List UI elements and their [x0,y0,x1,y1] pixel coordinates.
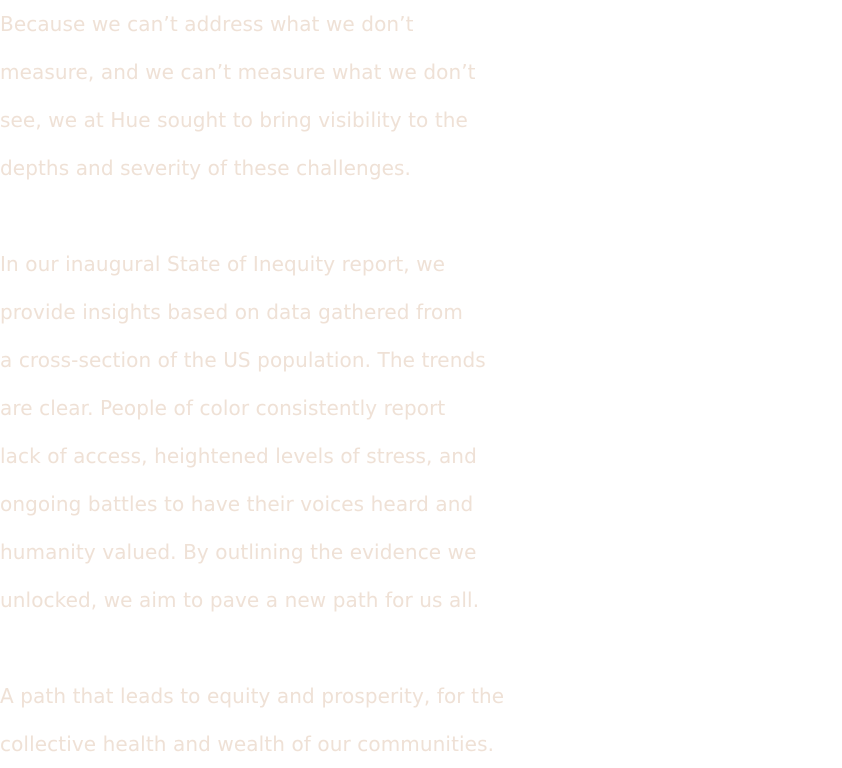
text-line: a cross-section of the US population. Th… [0,348,486,372]
text-line: are clear. People of color consistently … [0,396,446,420]
text-line: Because we can’t address what we don’t [0,12,414,36]
paragraph-closing: A path that leads to equity and prosperi… [0,672,842,768]
text-line: humanity valued. By outlining the eviden… [0,540,477,564]
paragraph-report: In our inaugural State of Inequity repor… [0,240,842,624]
paragraph-spacer [0,192,842,240]
text-line: lack of access, heightened levels of str… [0,444,477,468]
paragraph-intro: Because we can’t address what we don’t m… [0,0,842,192]
text-line: unlocked, we aim to pave a new path for … [0,588,480,612]
text-line: A path that leads to equity and prosperi… [0,684,505,708]
text-line: collective health and wealth of our comm… [0,732,495,756]
paragraph-spacer [0,624,842,672]
text-line: measure, and we can’t measure what we do… [0,60,476,84]
text-line: provide insights based on data gathered … [0,300,463,324]
text-line: see, we at Hue sought to bring visibilit… [0,108,468,132]
text-line: depths and severity of these challenges. [0,156,411,180]
text-line: In our inaugural State of Inequity repor… [0,252,446,276]
text-line: ongoing battles to have their voices hea… [0,492,474,516]
